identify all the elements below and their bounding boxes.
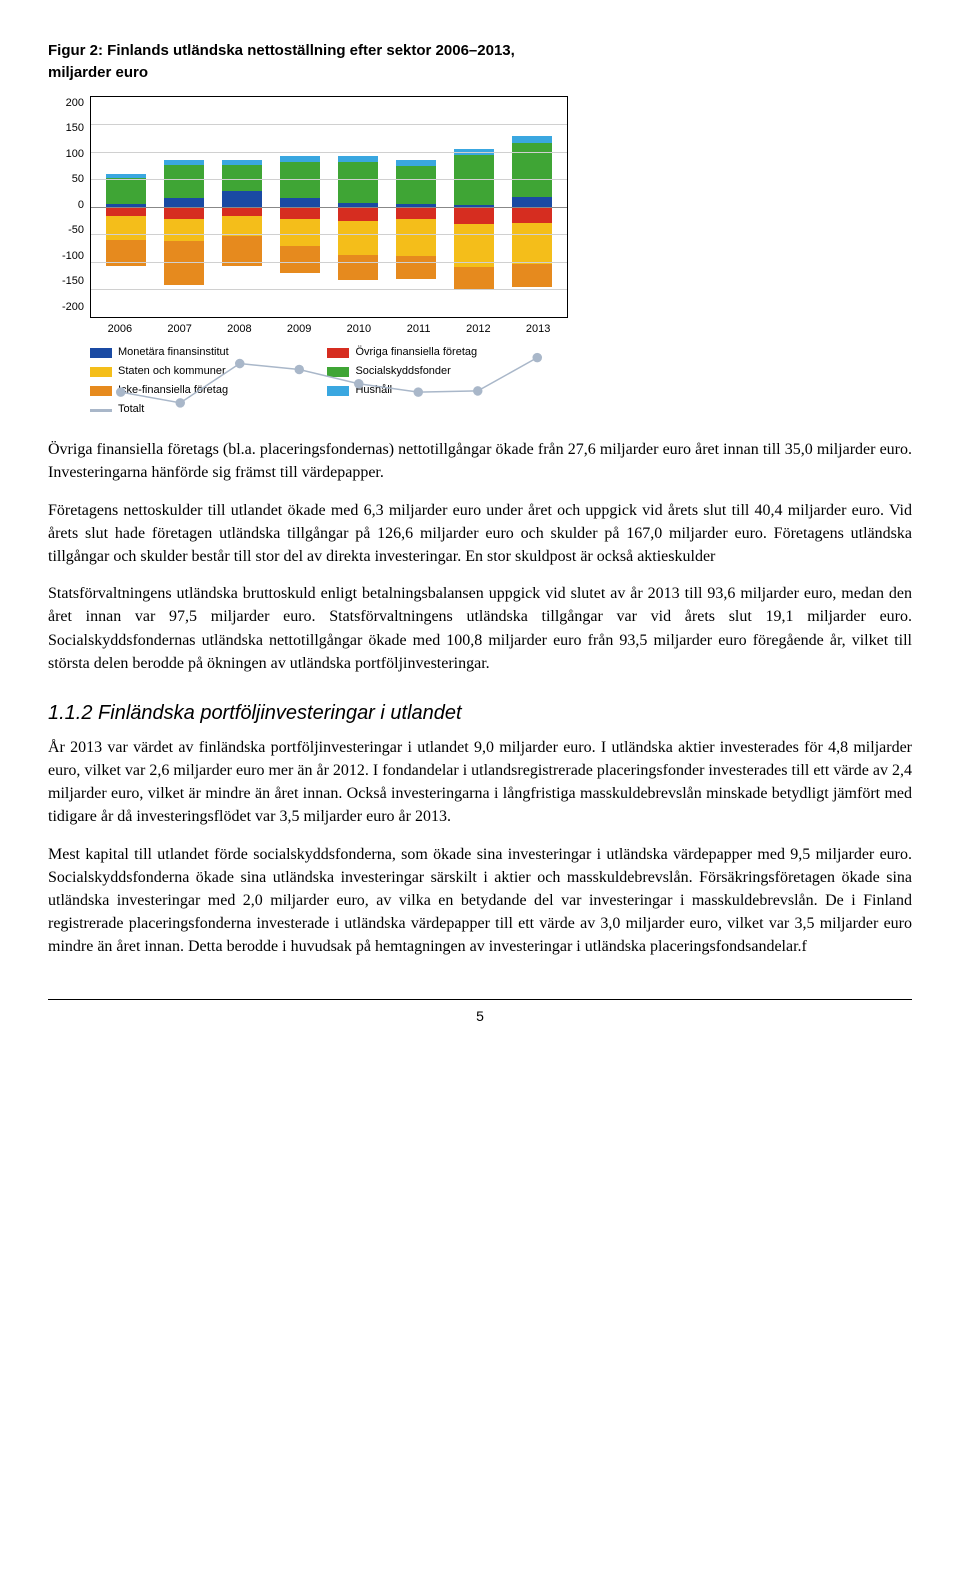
body-paragraph-1: Övriga finansiella företags (bl.a. place… — [48, 438, 912, 484]
section-heading: 1.1.2 Finländska portföljinvesteringar i… — [48, 699, 912, 728]
legend-item: Socialskyddsfonder — [327, 364, 556, 380]
bar-segment — [164, 198, 204, 206]
bar-segment — [396, 166, 436, 205]
bar-segment — [280, 156, 320, 162]
page-number: 5 — [476, 1008, 484, 1024]
legend-item: Icke-finansiella företag — [90, 383, 319, 399]
legend-label: Socialskyddsfonder — [355, 364, 450, 380]
x-tick-label: 2013 — [518, 322, 558, 338]
body-paragraph-5: Mest kapital till utlandet förde socials… — [48, 843, 912, 959]
bar-segment — [106, 207, 146, 217]
y-tick-label: 50 — [48, 172, 84, 188]
zero-line — [91, 207, 567, 208]
bar-segment — [280, 198, 320, 207]
bar-segment — [280, 207, 320, 219]
x-tick-label: 2006 — [100, 322, 140, 338]
gridline — [91, 124, 567, 125]
figure-title-line2: miljarder euro — [48, 64, 148, 81]
x-tick-label: 2012 — [458, 322, 498, 338]
bar-segment — [454, 267, 494, 290]
y-tick-label: 100 — [48, 147, 84, 163]
bar-segment — [222, 191, 262, 206]
y-tick-label: 200 — [48, 96, 84, 112]
bar-segment — [106, 216, 146, 239]
legend-label: Totalt — [118, 402, 144, 418]
x-tick-label: 2009 — [279, 322, 319, 338]
legend-swatch — [90, 348, 112, 358]
figure-title-line1: Figur 2: Finlands utländska nettoställni… — [48, 42, 515, 59]
y-tick-label: -50 — [48, 223, 84, 239]
bar-segment — [222, 160, 262, 164]
y-tick-label: 150 — [48, 121, 84, 137]
legend-label: Staten och kommuner — [118, 364, 226, 380]
legend-label: Övriga finansiella företag — [355, 345, 477, 361]
bar-segment — [164, 165, 204, 198]
legend-label: Icke-finansiella företag — [118, 383, 228, 399]
bar-segment — [164, 160, 204, 166]
bar-segment — [512, 197, 552, 207]
bar-segment — [396, 219, 436, 256]
bar-segment — [338, 221, 378, 255]
bar-segment — [512, 264, 552, 287]
x-tick-label: 2010 — [339, 322, 379, 338]
bar-segment — [164, 241, 204, 285]
legend-swatch — [327, 348, 349, 358]
legend-label: Monetära finansinstitut — [118, 345, 229, 361]
bar-segment — [396, 256, 436, 279]
bar-segment — [222, 216, 262, 235]
chart-legend: Monetära finansinstitut Övriga finansiell… — [48, 337, 568, 418]
chart-plot-area — [90, 96, 568, 318]
body-paragraph-4: År 2013 var värdet av finländska portföl… — [48, 736, 912, 829]
bar-segment — [338, 162, 378, 203]
bar-segment — [280, 246, 320, 272]
bar-segment — [106, 174, 146, 178]
bar-segment — [280, 219, 320, 247]
bar-segment — [222, 165, 262, 191]
gridline — [91, 152, 567, 153]
y-tick-label: -200 — [48, 300, 84, 316]
gridline — [91, 289, 567, 290]
body-paragraph-3: Statsförvaltningens utländska bruttoskul… — [48, 582, 912, 675]
gridline — [91, 262, 567, 263]
legend-item: Monetära finansinstitut — [90, 345, 319, 361]
bar-segment — [222, 207, 262, 217]
bar-segment — [454, 155, 494, 205]
chart-y-axis: 200 150 100 50 0 -50 -100 -150 -200 — [48, 96, 90, 316]
legend-item: Totalt — [90, 402, 319, 418]
legend-item: Övriga finansiella företag — [327, 345, 556, 361]
legend-swatch — [327, 386, 349, 396]
bar-segment — [338, 255, 378, 280]
legend-item: Hushåll — [327, 383, 556, 399]
legend-swatch — [90, 367, 112, 377]
x-tick-label: 2007 — [160, 322, 200, 338]
bar-segment — [396, 160, 436, 166]
body-paragraph-2: Företagens nettoskulder till utlandet ök… — [48, 499, 912, 569]
chart-container: 200 150 100 50 0 -50 -100 -150 -200 2006 2007 2008… — [48, 96, 568, 419]
y-tick-label: -150 — [48, 274, 84, 290]
y-tick-label: -100 — [48, 249, 84, 265]
figure-title: Figur 2: Finlands utländska nettoställni… — [48, 40, 912, 84]
legend-item: Staten och kommuner — [90, 364, 319, 380]
page-footer: 5 — [48, 999, 912, 1026]
legend-label: Hushåll — [355, 383, 392, 399]
bar-segment — [512, 223, 552, 264]
bar-segment — [106, 178, 146, 204]
legend-swatch — [327, 367, 349, 377]
chart-x-axis: 2006 2007 2008 2009 2010 2011 2012 2013 — [48, 318, 568, 338]
y-tick-label: 0 — [48, 198, 84, 214]
legend-swatch — [90, 386, 112, 396]
bar-segment — [338, 207, 378, 221]
bar-segment — [164, 207, 204, 219]
gridline — [91, 234, 567, 235]
bar-segment — [164, 219, 204, 241]
bar-segment — [512, 136, 552, 143]
bar-segment — [512, 207, 552, 224]
bar-segment — [338, 156, 378, 162]
gridline — [91, 179, 567, 180]
legend-swatch — [90, 409, 112, 412]
bar-segment — [454, 207, 494, 225]
bar-segment — [396, 207, 436, 219]
x-tick-label: 2011 — [399, 322, 439, 338]
x-tick-label: 2008 — [219, 322, 259, 338]
